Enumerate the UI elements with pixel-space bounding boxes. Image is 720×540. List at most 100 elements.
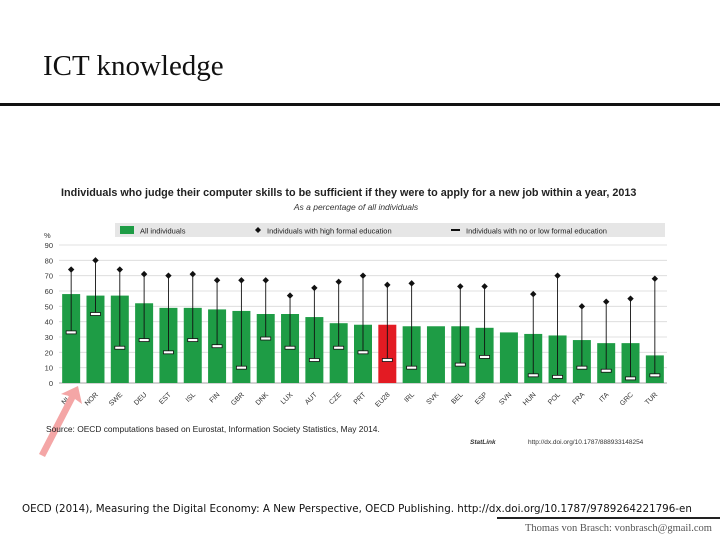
- y-tick-label: 70: [45, 272, 53, 281]
- legend-bar-swatch: [120, 226, 134, 234]
- y-tick-label: 20: [45, 348, 53, 357]
- dash-marker: [576, 365, 588, 370]
- x-tick-label: SWE: [108, 391, 124, 407]
- diamond-marker: [651, 275, 659, 282]
- diamond-marker: [481, 283, 488, 290]
- dash-marker: [163, 350, 174, 355]
- y-tick-label: 0: [49, 379, 53, 388]
- legend-label-all: All individuals: [140, 227, 186, 236]
- bar: [256, 314, 275, 383]
- diamond-marker: [311, 284, 318, 292]
- dash-marker: [260, 336, 272, 341]
- dash-marker: [406, 365, 418, 370]
- diamond-marker: [92, 257, 99, 264]
- dash-marker: [114, 345, 126, 350]
- x-tick-label: ESP: [474, 391, 489, 406]
- pointer-arrow-icon: [39, 386, 82, 457]
- diamond-marker: [238, 277, 245, 284]
- x-tick-label: LUX: [280, 391, 295, 406]
- dash-marker: [552, 374, 563, 379]
- x-tick-label: BEL: [450, 391, 464, 405]
- x-tick-label: GRC: [619, 391, 635, 407]
- diamond-marker: [408, 280, 415, 287]
- x-tick-label: AUT: [304, 391, 319, 406]
- x-tick-label: IRL: [403, 391, 416, 404]
- diamond-marker: [262, 277, 269, 284]
- legend-diamond-icon: [255, 227, 261, 233]
- y-tick-label: 50: [45, 302, 53, 311]
- author-credit: Thomas von Brasch: vonbrasch@gmail.com: [525, 523, 712, 534]
- diamond-marker: [627, 295, 634, 302]
- diamond-marker: [189, 270, 196, 278]
- bar: [329, 323, 348, 383]
- dash-marker: [138, 338, 150, 342]
- dash-marker: [90, 312, 101, 316]
- diamond-marker: [384, 281, 391, 289]
- diamond-marker: [116, 266, 123, 273]
- diamond-marker: [213, 277, 221, 284]
- chart-title: Individuals who judge their computer ski…: [61, 187, 636, 199]
- x-tick-label: EU28: [374, 391, 391, 408]
- dash-marker: [187, 338, 199, 342]
- x-tick-label: SVN: [498, 391, 513, 406]
- legend-dash-icon: [451, 229, 460, 231]
- x-tick-label: ISL: [185, 391, 197, 403]
- x-tick-label: HUN: [522, 391, 538, 407]
- diamond-marker: [457, 283, 464, 290]
- dash-marker: [65, 330, 77, 335]
- diamond-marker: [603, 298, 610, 305]
- dash-marker: [649, 373, 661, 378]
- statlink-url[interactable]: http://dx.doi.org/10.1787/888933148254: [528, 439, 644, 446]
- diamond-marker: [554, 272, 561, 279]
- x-tick-label: DEU: [133, 391, 148, 406]
- y-tick-label: 40: [45, 318, 53, 327]
- y-tick-label: 80: [45, 256, 53, 265]
- diamond-marker: [140, 270, 148, 278]
- dash-marker: [235, 365, 247, 370]
- legend-background: [115, 223, 665, 237]
- x-tick-label: FIN: [209, 391, 222, 404]
- dash-marker: [527, 373, 539, 378]
- x-tick-label: TUR: [644, 391, 659, 406]
- x-tick-label: NOR: [84, 391, 100, 407]
- y-tick-label: 10: [45, 364, 53, 373]
- diamond-marker: [335, 278, 342, 285]
- legend-label-low: Individuals with no or low formal educat…: [466, 227, 607, 236]
- dash-marker: [357, 350, 369, 355]
- diamond-marker: [359, 272, 367, 279]
- y-tick-label: 90: [45, 241, 53, 250]
- bar: [135, 303, 154, 383]
- title-divider: [0, 103, 720, 106]
- legend-label-high: Individuals with high formal education: [267, 227, 392, 236]
- bar: [426, 326, 445, 383]
- bar: [86, 295, 105, 383]
- dash-marker: [479, 355, 491, 359]
- x-tick-label: GBR: [230, 391, 246, 407]
- dash-marker: [333, 345, 345, 350]
- bar: [499, 332, 518, 383]
- dash-marker: [454, 362, 466, 367]
- x-tick-label: FRA: [571, 391, 586, 406]
- dash-marker: [625, 376, 636, 381]
- diamond-marker: [530, 290, 537, 298]
- bar: [62, 294, 81, 383]
- dash-marker: [284, 345, 296, 350]
- dash-marker: [211, 344, 223, 349]
- diamond-marker: [165, 272, 172, 279]
- x-tick-label: CZE: [328, 391, 343, 406]
- chart-subtitle: As a percentage of all individuals: [293, 202, 419, 212]
- x-tick-label: PRT: [353, 391, 368, 406]
- dash-marker: [381, 358, 393, 362]
- diamond-marker: [286, 292, 294, 299]
- diamond-marker: [578, 303, 586, 310]
- x-tick-label: POL: [547, 391, 562, 406]
- y-axis-label: %: [44, 231, 51, 240]
- dash-marker: [600, 368, 612, 373]
- diamond-marker: [67, 266, 75, 273]
- x-tick-label: DNK: [255, 391, 271, 407]
- bar: [183, 307, 202, 383]
- y-tick-label: 30: [45, 333, 53, 342]
- chart-source: Source: OECD computations based on Euros…: [46, 424, 380, 434]
- x-tick-label: EST: [158, 391, 173, 406]
